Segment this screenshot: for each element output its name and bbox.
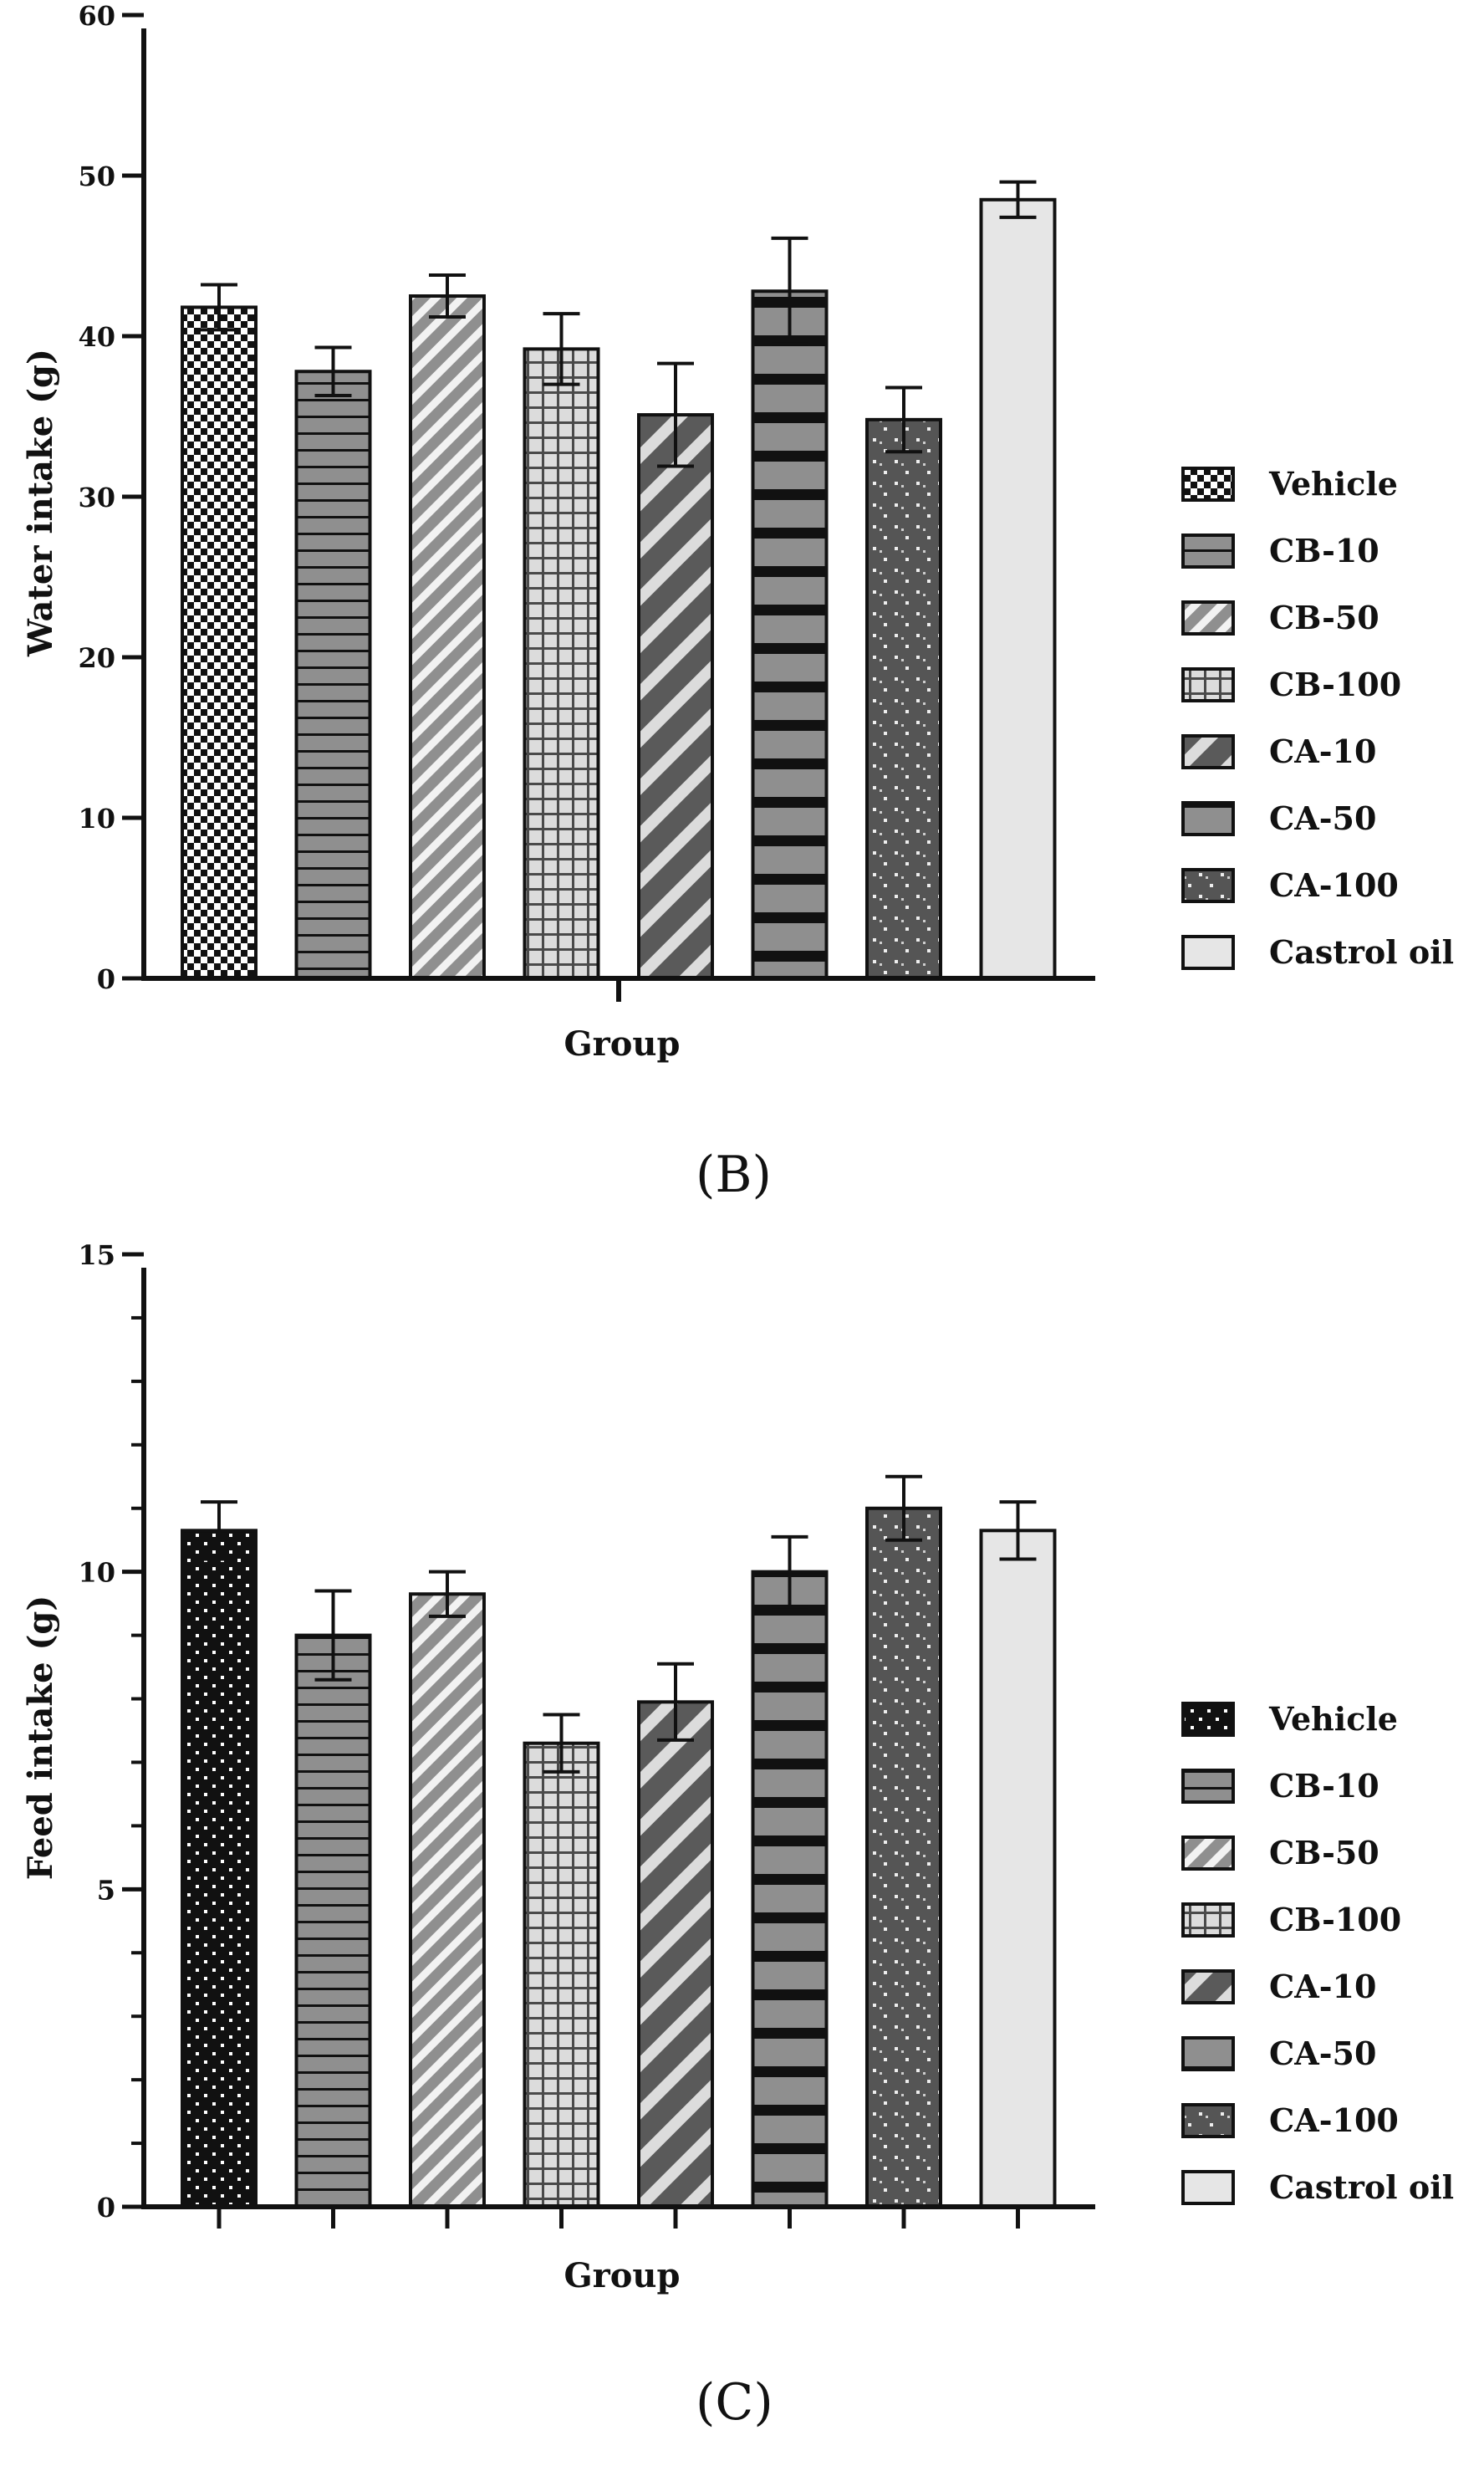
bar-cb-50 xyxy=(409,1592,486,2208)
y-tick-label: 15 xyxy=(78,1239,115,1271)
bar-ca-100 xyxy=(865,1506,942,2208)
bar-castrol-oil xyxy=(979,1529,1057,2209)
legend-label: CA-10 xyxy=(1269,1968,1376,2005)
legend-label: CA-100 xyxy=(1269,866,1399,904)
legend-label: CB-10 xyxy=(1269,1767,1379,1805)
y-tick-label: 50 xyxy=(78,161,115,192)
legend-swatch xyxy=(1181,1969,1235,2004)
legend-label: CA-10 xyxy=(1269,733,1376,770)
legend-swatch xyxy=(1181,801,1235,836)
bar-cb-10 xyxy=(294,1633,372,2208)
bar-cb-10 xyxy=(294,370,372,980)
legend-swatch xyxy=(1181,734,1235,769)
y-tick-label: 0 xyxy=(97,2192,115,2223)
legend-swatch xyxy=(1181,1769,1235,1804)
x-axis-title: Group xyxy=(564,1024,681,1064)
legend-swatch xyxy=(1181,2103,1235,2138)
legend-swatch xyxy=(1181,2170,1235,2205)
legend-label: Vehicle xyxy=(1268,465,1398,503)
y-tick-label: 10 xyxy=(78,1557,115,1589)
legend-swatch xyxy=(1181,1835,1235,1871)
water-intake-chart: Water intake (g) Group 0 10 20 30 40 50 60 xyxy=(21,0,1095,1064)
y-tick-label: 30 xyxy=(78,482,115,513)
y-tick-label: 0 xyxy=(97,963,115,995)
x-axis-title: Group xyxy=(564,2256,681,2295)
bar-cb-50 xyxy=(409,294,486,980)
y-tick-label: 60 xyxy=(78,0,115,32)
y-tick-label: 10 xyxy=(78,803,115,835)
legend-label: CB-50 xyxy=(1269,599,1379,636)
legend-label: Castrol oil xyxy=(1269,2168,1454,2206)
y-axis-title: Water intake (g) xyxy=(21,349,60,657)
legend-swatch xyxy=(1181,2036,1235,2071)
legend-water-intake: Vehicle CB-10 CB-50 CB-100 CA-10 CA-50 CA-100 C… xyxy=(1181,465,1454,971)
bar-cb-100 xyxy=(523,347,600,980)
bar-vehicle xyxy=(181,1529,258,2209)
legend-label: CB-10 xyxy=(1269,532,1379,569)
legend-swatch xyxy=(1181,935,1235,970)
y-axis-title: Feed intake (g) xyxy=(21,1595,60,1881)
legend-label: CA-50 xyxy=(1269,799,1376,837)
legend-label: CB-100 xyxy=(1269,1901,1401,1938)
legend-swatch xyxy=(1181,600,1235,636)
legend-swatch xyxy=(1181,667,1235,702)
feed-intake-chart: Feed intake (g) Group 0 5 10 15 xyxy=(21,1239,1095,2295)
legend-swatch xyxy=(1181,534,1235,569)
bar-ca-10 xyxy=(637,1700,714,2208)
y-tick-label: 20 xyxy=(78,642,115,674)
legend-label: Castrol oil xyxy=(1269,933,1454,971)
legend-swatch xyxy=(1181,1902,1235,1938)
bar-ca-50 xyxy=(751,289,829,980)
bar-ca-10 xyxy=(637,413,714,980)
legend-swatch xyxy=(1181,467,1235,502)
legend-label: CA-100 xyxy=(1269,2101,1399,2139)
y-tick-label: 40 xyxy=(78,321,115,353)
legend-swatch xyxy=(1181,868,1235,903)
y-tick-label: 5 xyxy=(97,1874,115,1906)
panel-label-b: (B) xyxy=(696,1146,772,1204)
panel-label-c: (C) xyxy=(696,2373,773,2432)
legend-label: CA-50 xyxy=(1269,2035,1376,2072)
bar-castrol-oil xyxy=(979,197,1057,981)
bar-cb-100 xyxy=(523,1741,600,2209)
legend-label: Vehicle xyxy=(1268,1700,1398,1738)
legend-swatch xyxy=(1181,1702,1235,1737)
bar-vehicle xyxy=(181,305,258,980)
legend-feed-intake: Vehicle CB-10 CB-50 CB-100 CA-10 CA-50 CA-100 C… xyxy=(1181,1700,1454,2206)
bar-ca-100 xyxy=(865,417,942,980)
legend-label: CB-50 xyxy=(1269,1834,1379,1871)
legend-label: CB-100 xyxy=(1269,666,1401,703)
bar-ca-50 xyxy=(751,1570,829,2208)
